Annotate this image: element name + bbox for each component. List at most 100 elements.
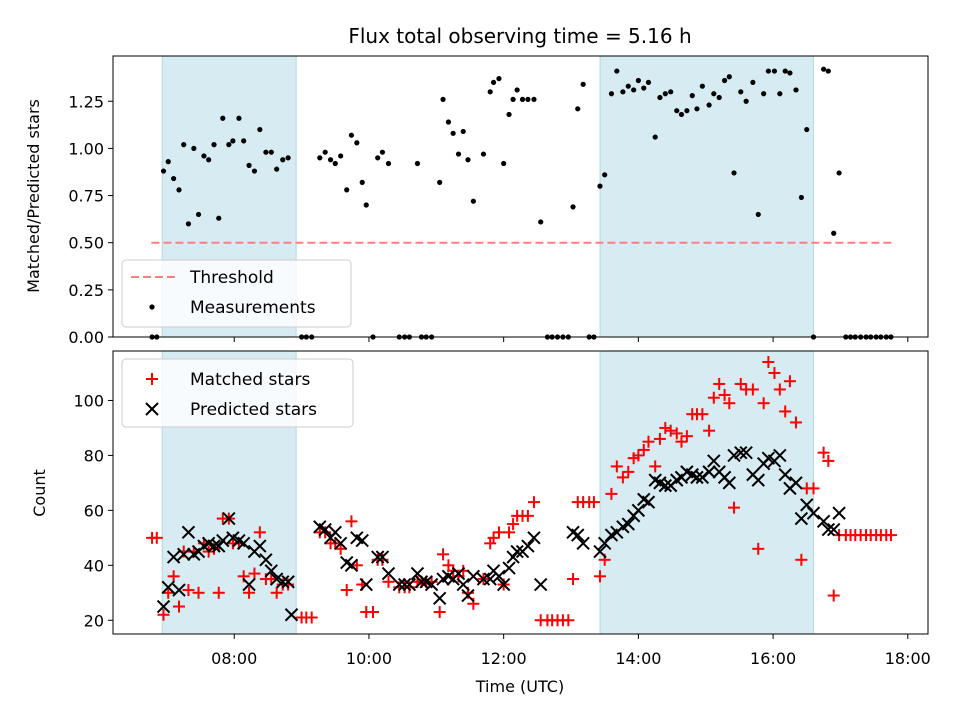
y-tick-label: 100 [73,391,104,410]
matched-point [637,443,650,456]
measurement-point [327,157,334,163]
measurement-point [777,91,783,97]
matched-point [334,542,347,555]
predicted-point [375,550,390,564]
predicted-point [344,558,359,573]
matched-point [795,553,808,566]
x-tick-label: 12:00 [481,649,527,668]
predicted-point [402,577,417,592]
measurement-point [662,91,668,97]
matched-point [696,408,709,421]
measurement-point [414,160,421,167]
shaded-span-1 [599,55,814,338]
predicted-point [461,588,475,603]
measurement-point [755,211,761,218]
legend-matched-swatch [146,373,158,385]
matched-point [243,586,256,599]
predicted-point [816,514,831,529]
matched-point [680,430,693,443]
predicted-point [521,539,535,553]
x-tick-label: 18:00 [885,649,931,668]
measurement-point [160,168,167,174]
measurement-point [354,140,360,146]
matched-point [345,515,358,528]
y-tick-label: 1.25 [68,92,104,111]
matched-point [707,391,720,404]
matched-point [757,397,770,410]
measurement-point [263,149,269,155]
matched-point [632,449,645,462]
measurement-point [440,96,446,102]
matched-point [173,600,186,613]
predicted-point [333,536,348,551]
measurement-point [385,160,392,167]
matched-point [653,432,666,445]
predicted-point [800,498,814,512]
matched-point [783,375,796,388]
measurement-point [804,126,810,133]
predicted-point [264,564,278,578]
measurement-point [274,166,280,172]
matched-point [305,611,318,624]
measurement-point [510,96,516,102]
measurement-point [181,142,187,148]
measurement-point [241,138,247,144]
x-tick-label: 08:00 [211,649,257,668]
matched-point [768,366,781,379]
measurement-point [716,94,722,101]
predicted-point [451,566,466,581]
measurement-point [674,108,680,114]
measurement-point [771,68,778,74]
legend-measurements-label: Measurements [190,298,316,318]
matched-point [503,526,516,539]
matched-point [340,584,353,597]
predicted-point [359,577,373,592]
x-tick-label: 16:00 [750,649,796,668]
measurement-point [699,83,705,89]
measurement-point [285,155,291,161]
predicted-point [576,536,590,551]
x-axis-label: Time (UTC) [475,677,564,696]
measurement-point [317,155,323,161]
measurement-point [379,149,386,155]
matched-point [642,435,655,448]
measurement-point [230,138,236,144]
measurement-point [625,83,631,89]
predicted-point [483,572,497,586]
predicted-point [722,476,737,490]
measurement-point [519,96,526,102]
measurement-point [514,87,520,93]
predicted-point [631,503,646,518]
measurement-point [750,79,756,86]
matched-point [587,496,600,509]
measurement-point [731,170,737,176]
predicted-point [166,550,181,564]
measurement-point [487,89,493,95]
bottom-x-ticks: 08:00 10:00 12:00 14:00 16:00 18:00 [211,634,931,668]
matched-point [253,526,266,539]
measurement-point [825,68,831,74]
y-tick-label: 60 [84,501,104,520]
legend-predicted-label: Predicted stars [190,400,317,420]
measurement-point [338,153,344,159]
predicted-point [641,495,656,509]
measurement-point [668,89,674,95]
matched-point [248,567,261,580]
predicted-point [259,553,273,567]
predicted-point [432,591,447,605]
y-tick-label: 0.25 [68,281,104,300]
measurement-point [721,77,728,84]
matched-point [723,397,736,410]
predicted-point [727,448,741,463]
predicted-point [734,445,748,460]
measurement-point [506,111,512,118]
measurement-point [455,151,462,157]
predicted-point [242,577,256,592]
legend-predicted-swatch [145,402,159,416]
measurement-point [460,128,466,135]
predicted-point [370,550,385,564]
matched-point [718,388,731,401]
measurement-point [216,215,222,221]
measurement-point [268,149,274,155]
